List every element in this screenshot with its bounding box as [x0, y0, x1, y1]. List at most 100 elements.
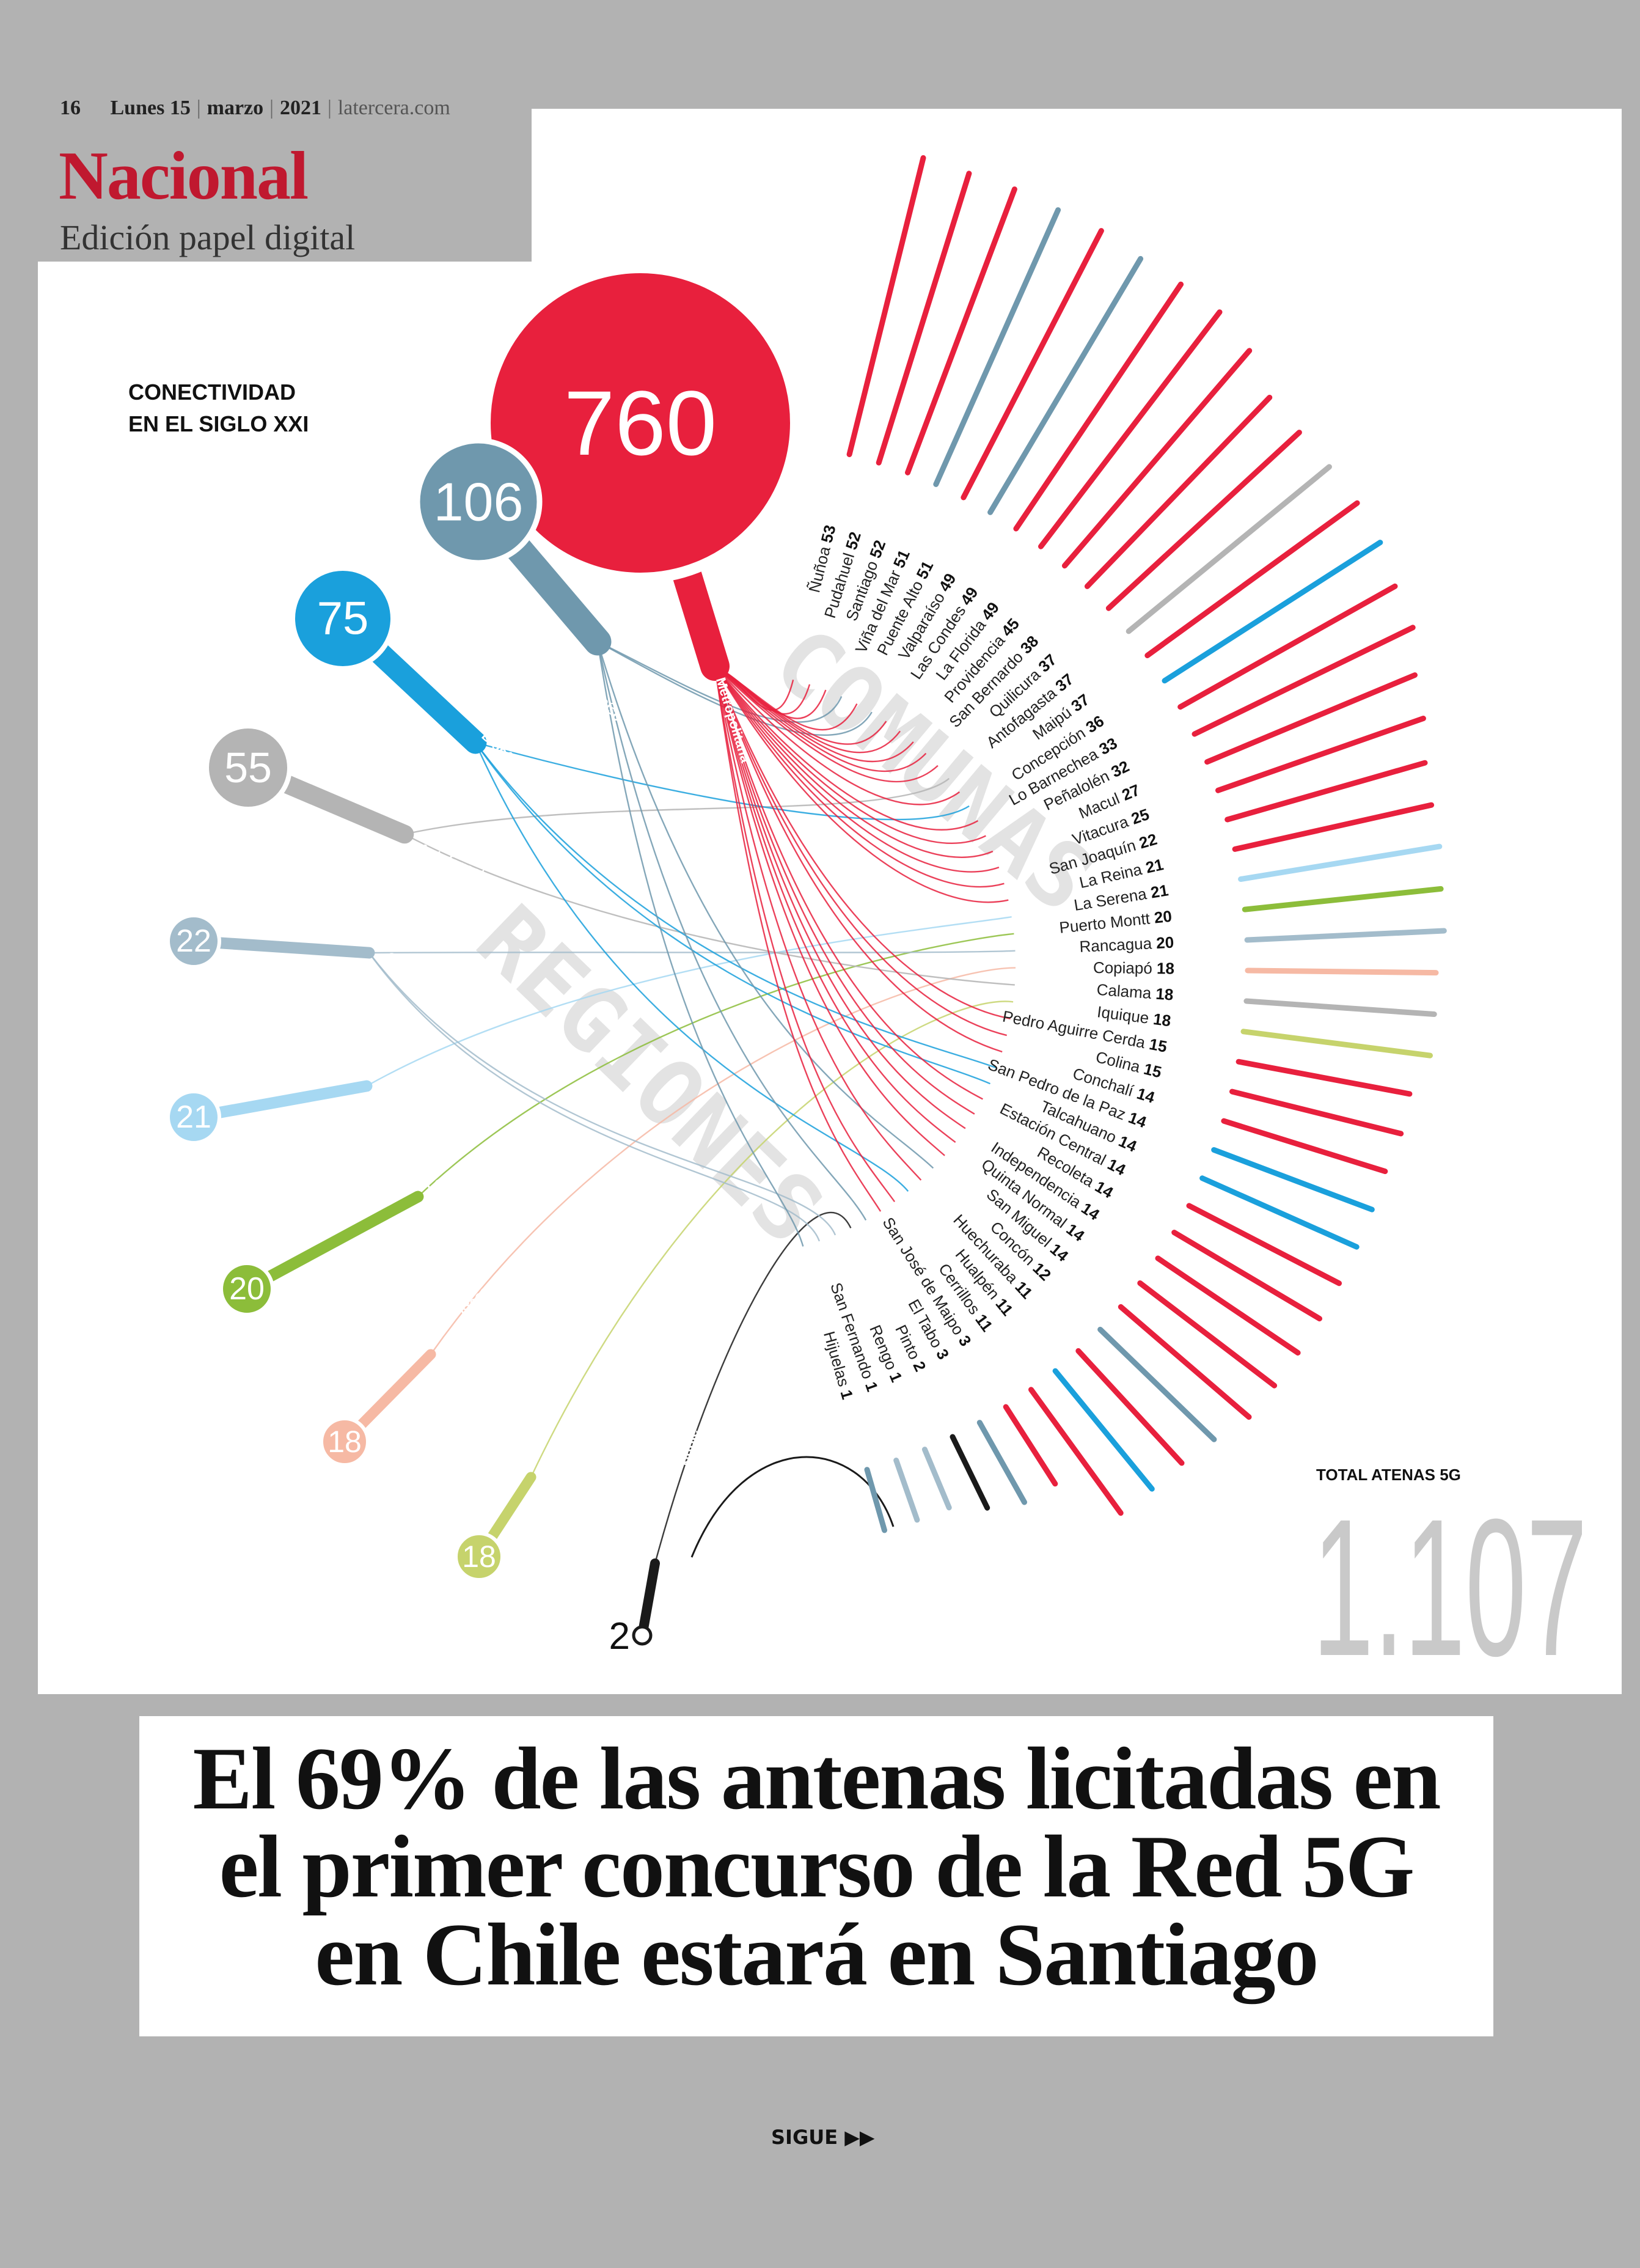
link-metropolitana-pedro-aguirre-cerda	[714, 666, 1011, 1019]
link-antofagasta-antofagasta	[404, 777, 950, 835]
region-stem-nuble	[637, 1558, 660, 1640]
comuna-value: 15	[1142, 1059, 1163, 1081]
comuna-ray-maipu	[1144, 500, 1360, 658]
comuna-name: Calama	[1096, 980, 1157, 1003]
region-value-biobio: 75	[317, 593, 369, 645]
comuna-ray-concon	[1097, 1326, 1217, 1442]
comuna-label-copiapo: Copiapó 18	[1093, 958, 1174, 978]
link-metropolitana-san-miguel	[714, 666, 945, 1156]
comuna-ray-san-fernando	[893, 1458, 920, 1523]
link-o-higgins-san-fernando	[368, 952, 821, 1242]
comuna-ray-talcahuano	[1199, 1175, 1360, 1250]
chart-title-line-2: EN EL SIGLO XXI	[128, 411, 309, 436]
region-value-o-higgins: 22	[176, 923, 211, 959]
link-o-higgins-rancagua	[368, 950, 1016, 954]
comuna-ray-vina-del-mar	[933, 207, 1061, 487]
section-title: Nacional	[59, 138, 309, 214]
comuna-ray-pedro-aguirre-cerda	[1235, 1059, 1413, 1097]
link-biobio-concepcion	[475, 741, 970, 821]
comuna-ray-recoleta	[1171, 1230, 1322, 1322]
comuna-value: 20	[1153, 907, 1173, 927]
region-value-nuble: 2	[609, 1615, 630, 1657]
chart-title-line-1: CONECTIVIDAD	[128, 380, 296, 405]
link-antofagasta-calama	[404, 833, 1015, 986]
headline-line-3: en Chile estará en Santiago	[315, 1905, 1319, 2004]
comuna-ray-santiago	[905, 186, 1017, 475]
comuna-value: 20	[1156, 933, 1174, 952]
comuna-ray-hijuelas	[864, 1467, 887, 1533]
link-biobio-talcahuano	[475, 742, 990, 1085]
comuna-ray-el-tabo	[976, 1420, 1027, 1505]
total-label: TOTAL ATENAS 5G	[1316, 1466, 1461, 1484]
comuna-ray-puerto-montt	[1242, 886, 1444, 912]
link-nuble-pinto	[654, 1211, 852, 1564]
comuna-ray-rengo	[921, 1447, 952, 1511]
comuna-ray-quilicura	[1105, 430, 1302, 611]
comuna-ray-las-condes	[1013, 281, 1184, 532]
comuna-ray-san-pedro-de-la-paz	[1211, 1147, 1375, 1213]
page-date-year: 2021	[279, 97, 321, 119]
comuna-value: 18	[1155, 984, 1174, 1004]
region-value-valparaiso: 106	[434, 472, 524, 532]
comuna-ray-copiapo	[1245, 967, 1439, 976]
comuna-ray-providencia	[1061, 348, 1253, 569]
region-stem-los-lagos	[241, 1191, 424, 1295]
link-metropolitana-lo-barnechea	[714, 666, 979, 831]
comuna-ray-macul	[1204, 672, 1418, 765]
comuna-ray-san-bernardo	[1084, 394, 1273, 589]
link-valparaiso-concon	[596, 641, 934, 1169]
comuna-ray-penalolen	[1192, 625, 1416, 737]
comuna-ray-concepcion	[1162, 540, 1383, 684]
link-metropolitana-independencia	[714, 666, 966, 1129]
comuna-ray-calama	[1243, 998, 1437, 1017]
region-stem-o-higgins	[188, 935, 375, 959]
region-bubble-ring-nuble	[632, 1625, 653, 1646]
comuna-ray-quinta-normal	[1137, 1280, 1278, 1389]
link-metropolitana-maipu	[714, 666, 961, 806]
comuna-ray-vitacura	[1215, 716, 1426, 793]
panel-background	[38, 109, 1622, 1694]
link-metropolitana-recoleta	[714, 666, 975, 1115]
region-value-tarapaca: 18	[462, 1540, 496, 1574]
comuna-ray-san-miguel	[1118, 1304, 1252, 1420]
link-metropolitana-puente-alto	[714, 665, 858, 731]
comuna-ray-rancagua	[1244, 928, 1447, 943]
page-number: 16	[60, 97, 81, 119]
total-value: 1.107	[1312, 1478, 1587, 1694]
link-o-higgins-rengo	[368, 952, 836, 1236]
region-bubble-valparaiso	[414, 438, 543, 566]
comuna-name: Copiapó	[1093, 958, 1157, 977]
comuna-label-rancagua: Rancagua 20	[1079, 933, 1174, 955]
infographic-panel: COMUNAS REGIONES Ñuñoa 53 Pudahuel 52 Santi…	[38, 109, 1622, 1694]
comuna-name: Rancagua	[1079, 934, 1157, 956]
link-metropolitana-san-joaquin	[714, 666, 1005, 888]
region-bubble-o-higgins	[166, 914, 221, 969]
link-biobio-hualpen	[474, 742, 909, 1192]
comuna-value: 15	[1148, 1035, 1168, 1056]
comuna-ray-antofagasta	[1126, 464, 1332, 634]
link-metropolitana-penalolen	[714, 666, 986, 844]
comuna-ray-la-serena	[1238, 843, 1443, 882]
page-header: 16 Lunes 15 | marzo | 2021 | latercera.com Nac…	[0, 0, 1640, 263]
region-bubble-tarapaca	[454, 1532, 504, 1582]
link-metropolitana-la-reina	[714, 666, 1009, 903]
link-metropolitana-cerrillos	[714, 666, 896, 1203]
link-metropolitana-providencia	[714, 666, 914, 762]
comuna-ray-la-florida	[1038, 309, 1223, 549]
link-metropolitana-huechuraba	[714, 666, 922, 1181]
comuna-ray-hualpen	[1052, 1368, 1155, 1492]
site-link[interactable]: latercera.com	[337, 97, 450, 119]
comuna-value: 18	[1152, 1010, 1172, 1030]
comuna-ray-pudahuel	[876, 171, 972, 466]
headline-line-2: el primer concurso de la Red 5G	[219, 1817, 1415, 1916]
region-value-los-lagos: 20	[229, 1271, 265, 1307]
comuna-ray-puente-alto	[961, 228, 1104, 501]
link-metropolitana-estacion-central	[714, 666, 983, 1100]
link-valparaiso-hijuelas	[596, 641, 804, 1247]
comuna-ray-san-jose-de-maipo	[1003, 1404, 1058, 1487]
link-metropolitana-vitacura	[714, 666, 1000, 873]
link-metropolitana-quinta-normal	[714, 666, 956, 1143]
comuna-ray-cerrillos	[1028, 1387, 1124, 1516]
link-valparaiso-el-tabo	[596, 641, 867, 1221]
continue-link[interactable]: SIGUE ▶▶	[771, 2126, 875, 2149]
